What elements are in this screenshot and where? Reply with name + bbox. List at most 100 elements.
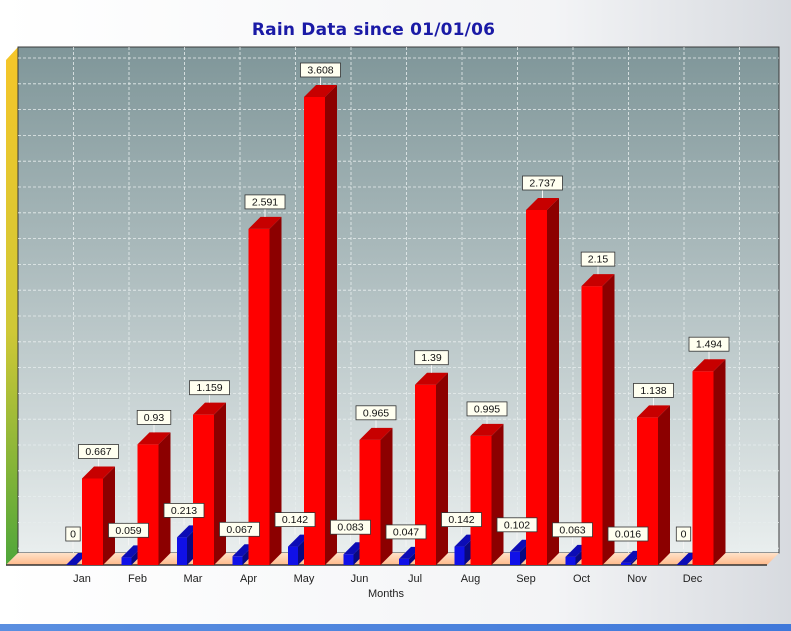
bar-red-mar-front	[193, 414, 214, 565]
bar-red-aug-side	[491, 423, 504, 565]
data-label-red-mar: 1.159	[189, 380, 230, 403]
bar-blue-oct-front	[565, 556, 576, 565]
data-label-red-aug: 0.995	[466, 401, 508, 424]
bar-red-aug-front	[470, 435, 492, 565]
data-label-blue-apr: 0.067	[219, 521, 260, 545]
data-label-blue-may-text: 0.142	[282, 514, 308, 526]
bar-red-apr-front	[248, 228, 270, 565]
bar-red-jan-top	[82, 466, 115, 479]
x-tick-jun: Jun	[351, 573, 369, 585]
data-label-blue-feb: 0.059	[108, 522, 149, 546]
data-label-blue-sep: 0.102	[496, 517, 538, 540]
data-label-blue-apr-text: 0.067	[226, 524, 252, 536]
bar-red-jan	[82, 466, 115, 565]
x-tick-feb: Feb	[128, 573, 147, 585]
data-label-blue-jul: 0.047	[385, 524, 427, 547]
bar-red-jul-top	[415, 372, 448, 385]
bar-red-dec-front	[692, 371, 714, 565]
x-axis-label: Months	[368, 588, 405, 600]
data-label-red-jul-text: 1.39	[421, 352, 442, 364]
x-tick-apr: Apr	[240, 573, 257, 585]
data-label-blue-feb-text: 0.059	[115, 525, 141, 537]
bar-red-jul-front	[415, 384, 436, 565]
bar-blue-jul-front	[399, 558, 409, 565]
bar-red-nov-top	[637, 405, 670, 418]
data-label-red-nov: 1.138	[633, 382, 674, 406]
bar-red-jan-side	[103, 466, 115, 565]
bar-red-sep-front	[526, 209, 547, 565]
bar-red-feb-top	[137, 432, 171, 445]
data-label-blue-oct: 0.063	[552, 522, 593, 545]
data-label-red-jan-text: 0.667	[85, 446, 111, 458]
bar-red-sep-top	[526, 197, 559, 210]
bar-red-mar-side	[214, 402, 226, 565]
bar-blue-mar-front	[177, 537, 187, 565]
bar-blue-aug-front	[454, 546, 465, 565]
bar-red-dec-top	[692, 359, 726, 372]
bar-red-oct-side	[602, 274, 615, 565]
data-label-red-oct: 2.15	[580, 251, 616, 275]
bar-red-apr-top	[248, 216, 282, 229]
data-label-red-dec: 1.494	[688, 336, 730, 360]
x-tick-nov: Nov	[627, 573, 647, 585]
bar-red-aug	[470, 423, 504, 565]
x-tick-aug: Aug	[461, 573, 481, 585]
bar-red-feb-side	[158, 432, 171, 565]
data-label-red-apr: 2.591	[244, 194, 286, 217]
bar-red-may-top	[304, 85, 337, 97]
bar-red-apr-side	[269, 216, 282, 565]
bar-red-feb	[137, 432, 171, 565]
data-label-blue-jun: 0.083	[330, 519, 371, 543]
bar-red-jun-side	[380, 427, 393, 565]
data-label-red-may: 3.608	[300, 62, 341, 85]
bars	[66, 85, 726, 565]
data-label-red-sep-text: 2.737	[529, 178, 555, 190]
data-label-blue-nov: 0.016	[607, 526, 649, 549]
data-label-red-dec-text: 1.494	[696, 339, 722, 351]
bar-red-jun-front	[359, 439, 381, 565]
data-label-red-nov-text: 1.138	[640, 385, 666, 397]
bar-red-mar	[193, 402, 226, 565]
x-tick-mar: Mar	[184, 573, 203, 585]
bar-red-may	[304, 85, 337, 565]
x-tick-jul: Jul	[408, 573, 422, 585]
data-label-blue-dec-text: 0	[681, 529, 687, 541]
bar-red-oct-top	[581, 274, 615, 287]
data-label-red-sep: 2.737	[522, 175, 563, 198]
data-label-blue-oct-text: 0.063	[559, 524, 585, 536]
data-label-blue-dec: 0	[675, 526, 692, 549]
bar-red-may-side	[325, 85, 337, 565]
x-tick-jan: Jan	[73, 573, 91, 585]
data-label-red-feb-text: 0.93	[144, 412, 165, 424]
bar-red-sep	[526, 197, 559, 565]
bar-blue-apr-front	[232, 556, 243, 565]
bar-red-aug-top	[470, 423, 504, 436]
data-label-blue-nov-text: 0.016	[615, 529, 641, 541]
bottom-bar	[0, 624, 791, 631]
bar-red-jun-top	[359, 427, 393, 440]
data-label-red-jan: 0.667	[78, 444, 119, 467]
chart-title: Rain Data since 01/01/06	[251, 20, 496, 40]
data-label-blue-jan-text: 0	[70, 529, 76, 541]
data-label-blue-sep-text: 0.102	[504, 519, 530, 531]
data-label-red-may-text: 3.608	[307, 65, 333, 77]
data-label-blue-mar-text: 0.213	[171, 505, 197, 517]
bar-red-apr	[248, 216, 282, 565]
data-label-red-aug-text: 0.995	[474, 403, 500, 415]
bar-blue-jun-front	[343, 554, 354, 565]
data-label-red-feb: 0.93	[136, 409, 172, 433]
bar-blue-may-front	[288, 546, 298, 565]
bar-red-mar-top	[193, 402, 226, 415]
x-tick-dec: Dec	[683, 573, 703, 585]
data-label-red-mar-text: 1.159	[196, 382, 222, 394]
data-label-red-oct-text: 2.15	[588, 254, 609, 266]
data-label-blue-jun-text: 0.083	[337, 522, 363, 534]
bar-red-jun	[359, 427, 393, 565]
data-label-blue-jul-text: 0.047	[393, 526, 419, 538]
x-tick-oct: Oct	[573, 573, 590, 585]
x-tick-labels: Jan Feb Mar Apr May Jun Jul Aug Sep Oct Nov Dec	[73, 573, 703, 585]
bar-red-oct	[581, 274, 615, 565]
x-tick-may: May	[294, 573, 315, 585]
bar-red-jan-front	[82, 478, 103, 565]
